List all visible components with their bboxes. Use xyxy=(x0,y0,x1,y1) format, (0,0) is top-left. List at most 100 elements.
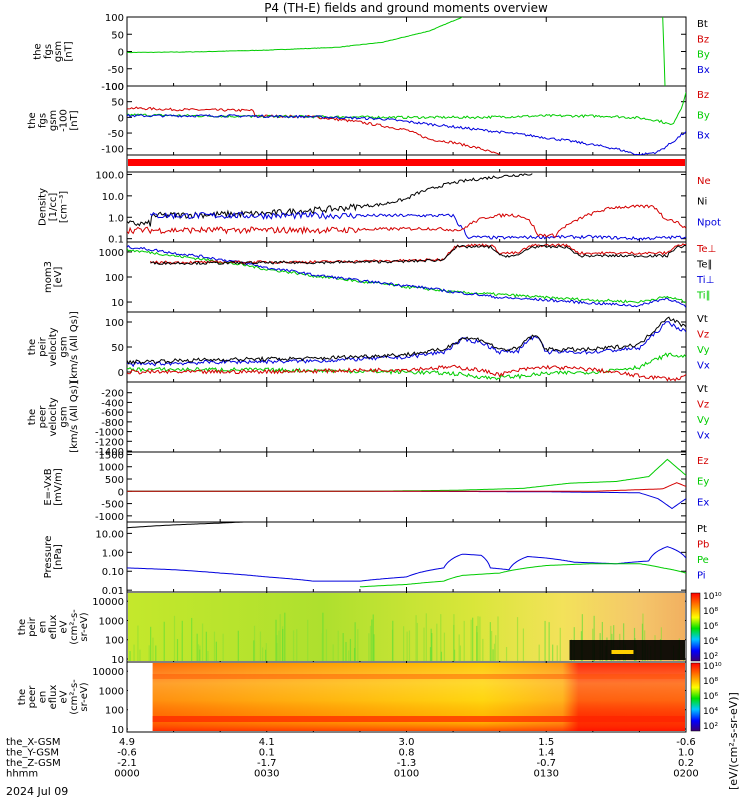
peir-streak xyxy=(431,633,433,661)
peir-streak xyxy=(342,633,344,661)
peir-streak xyxy=(423,627,425,661)
y-tick-label: -1200 xyxy=(95,437,124,448)
peir-streak xyxy=(491,631,493,661)
panel-pressure: Pressure[nPa] 10.00 1.00 0.10 0.01 Pt Pb Pe Pi xyxy=(43,522,709,597)
series-Te⊥ xyxy=(149,243,686,265)
legend-label: Npot xyxy=(697,217,721,228)
ephemeris-label: the_X-GSM xyxy=(6,737,60,748)
ephemeris-value: 0.2 xyxy=(678,758,694,769)
peir-streak xyxy=(215,641,217,661)
y-tick-label: 100 xyxy=(105,706,124,717)
y-tick-label: 0 xyxy=(118,368,124,379)
peir-streak xyxy=(548,622,550,661)
series-Ti⊥ xyxy=(127,244,686,308)
y-axis-label-line: gsm xyxy=(53,41,64,62)
ephemeris-value: -1.7 xyxy=(257,758,277,769)
peir-streak xyxy=(482,638,484,661)
y-tick-label: 50 xyxy=(111,343,124,354)
y-axis-label-line: [km/s (All Qs)] xyxy=(69,311,80,383)
ephemeris-value: 0000 xyxy=(114,769,139,780)
y-tick-label: -600 xyxy=(101,408,124,419)
colorbar-tick-label: 10² xyxy=(703,722,718,732)
colorbar xyxy=(690,592,701,662)
ephemeris-value: 0100 xyxy=(394,769,419,780)
series-group xyxy=(127,17,666,86)
peir-streak xyxy=(278,630,280,661)
y-axis-label: mom3[eV] xyxy=(43,261,64,293)
peir-streak xyxy=(253,625,256,661)
series-group xyxy=(127,243,686,308)
peir-streak xyxy=(459,645,461,661)
y-axis-label-line: fgs xyxy=(43,44,54,59)
y-axis-label-line: the xyxy=(27,339,38,355)
peir-streak xyxy=(152,637,154,661)
y-axis-label: thepeervelocitygsm[km/s (All Qs)] xyxy=(27,381,80,453)
peir-streak xyxy=(197,644,200,661)
ephemeris-value: -2.1 xyxy=(117,758,137,769)
panel-frame xyxy=(126,171,687,243)
peir-streak xyxy=(495,635,497,661)
peir-streak xyxy=(373,634,375,661)
series-group xyxy=(127,92,686,155)
peir-streak xyxy=(472,617,474,661)
colorbar-tick-label: 10⁸ xyxy=(703,677,718,687)
peir-streak xyxy=(430,628,432,661)
y-tick-label: -1000 xyxy=(95,512,124,523)
peir-streak xyxy=(371,619,373,661)
y-axis-label-line: the xyxy=(27,409,38,425)
series-Ey xyxy=(127,458,686,492)
legend-label: Ti∥ xyxy=(696,291,711,302)
ephemeris-value: -1.3 xyxy=(397,758,417,769)
ephemeris-value: 4.9 xyxy=(119,737,135,748)
y-axis-label-line: E=-VxB xyxy=(43,468,54,505)
peir-streak xyxy=(222,633,224,661)
y-axis-label: Pressure[nPa] xyxy=(43,536,64,579)
plot-title: P4 (TH-E) fields and ground moments over… xyxy=(264,1,548,15)
panel-peer_velocity: thepeervelocitygsm[km/s (All Qs)] -200-40… xyxy=(27,381,710,458)
peir-streak xyxy=(237,630,239,661)
peir-streak xyxy=(416,622,418,661)
peir-streak xyxy=(453,614,455,661)
series-Ni xyxy=(127,173,533,227)
peir-streak xyxy=(129,651,131,661)
panel-density: Density[1/cc][cm⁻³] 100.0 10.0 1.0 0.1 Ne Ni Np… xyxy=(38,170,721,245)
y-tick-label: 50 xyxy=(111,98,124,109)
y-axis-label-line: gsm xyxy=(58,406,69,427)
peir-streak xyxy=(137,625,139,661)
y-tick-label: 0 xyxy=(118,487,124,498)
peir-streak xyxy=(348,650,350,661)
peir-streak xyxy=(470,619,472,661)
y-tick-label: 10.00 xyxy=(95,529,124,540)
series-By xyxy=(127,92,686,126)
series-Vy xyxy=(127,352,686,381)
y-tick-label: -1000 xyxy=(95,428,124,439)
y-tick-label: 1500 xyxy=(99,450,124,461)
peir-streak xyxy=(369,625,372,661)
peir-streak xyxy=(292,630,295,661)
y-axis-label-line: mom3 xyxy=(43,261,54,293)
y-tick-label: 10.0 xyxy=(102,192,124,203)
peir-streak xyxy=(476,625,478,661)
legend-label: Te∥ xyxy=(696,260,713,271)
legend-label: By xyxy=(697,110,710,121)
legend-label: Vz xyxy=(697,330,709,341)
peir-streak xyxy=(458,634,460,661)
ephemeris-value: 0.8 xyxy=(399,748,415,759)
y-axis-label-line: -100 xyxy=(58,109,69,132)
y-tick-label: -50 xyxy=(108,129,124,140)
panel-frame xyxy=(126,521,687,593)
peir-streak xyxy=(406,631,408,661)
y-axis-label-line: the xyxy=(17,619,28,635)
y-tick-label: 50 xyxy=(111,30,124,41)
y-axis-label-line: the xyxy=(17,689,28,705)
y-axis-label-line: eflux xyxy=(48,615,59,640)
series-Te∥ xyxy=(150,244,686,266)
panel-frame xyxy=(126,451,687,523)
y-tick-label: 1000 xyxy=(99,686,124,697)
series-Vt xyxy=(127,316,686,365)
peir-streak xyxy=(440,614,442,661)
peir-streak xyxy=(556,645,558,661)
y-tick-label: 1000 xyxy=(99,616,124,627)
